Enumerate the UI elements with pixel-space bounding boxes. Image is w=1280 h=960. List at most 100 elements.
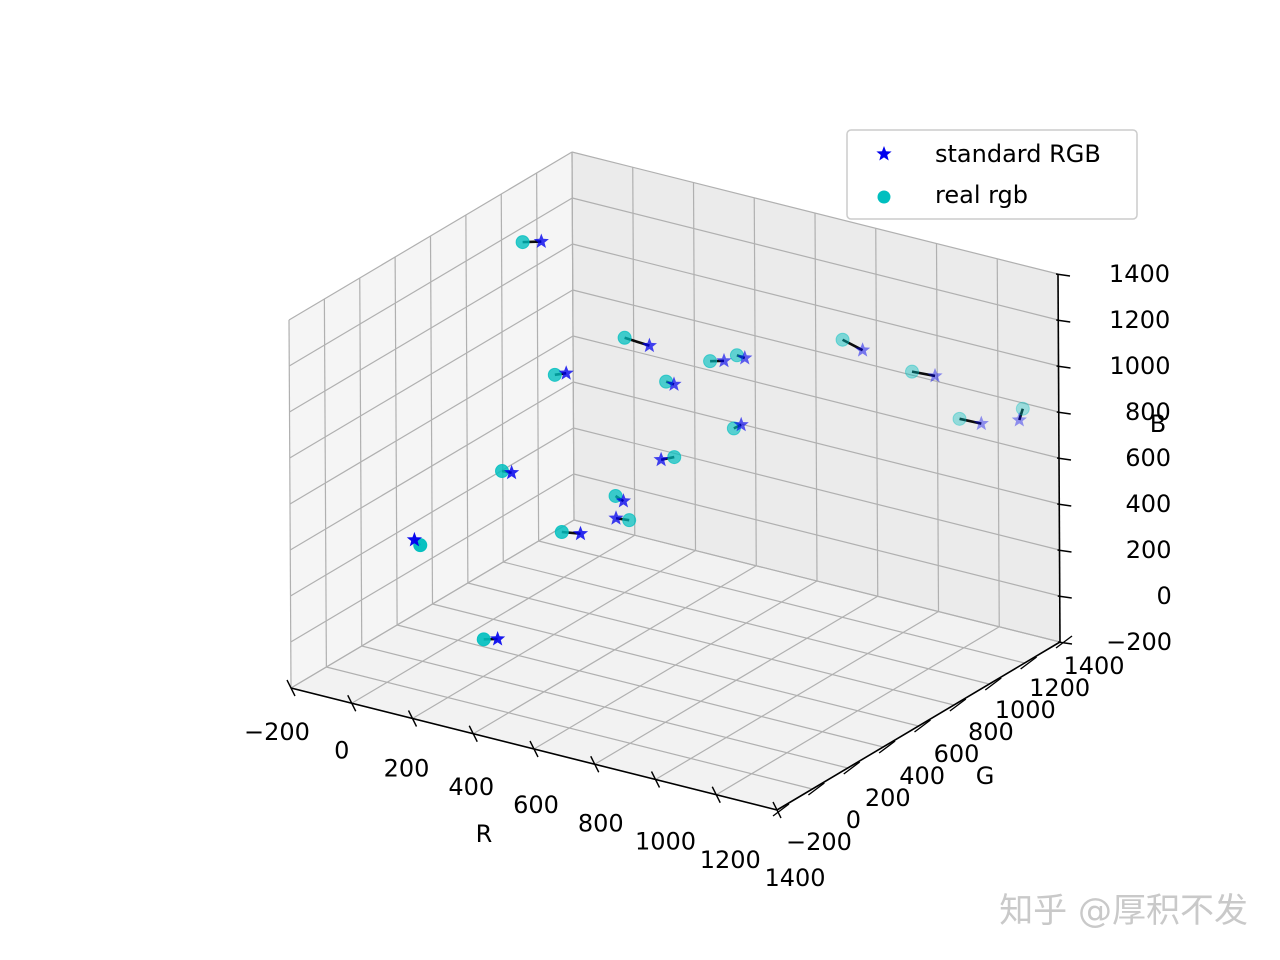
standard-rgb-point xyxy=(533,233,549,248)
standard-rgb-point xyxy=(490,631,506,646)
standard-rgb-point xyxy=(572,525,589,541)
standard-rgb-point xyxy=(406,531,422,547)
legend-circle-marker xyxy=(877,190,891,204)
watermark: 知乎 @厚积不发 xyxy=(999,891,1248,931)
grid-line xyxy=(432,603,919,727)
standard-rgb-point xyxy=(973,415,989,431)
grid-line xyxy=(288,151,573,321)
grid-line xyxy=(361,645,848,769)
legend-star-marker xyxy=(876,146,892,161)
tick-mark xyxy=(843,761,861,775)
grid-line xyxy=(573,427,1060,551)
tick-mark xyxy=(1055,635,1073,649)
standard-rgb-point xyxy=(666,376,682,391)
real-rgb-point xyxy=(617,330,632,345)
grid-line xyxy=(571,151,1059,275)
tick-mark xyxy=(711,786,721,804)
y-tick-label: 200 xyxy=(865,784,911,812)
x-tick-label: 1200 xyxy=(700,846,761,874)
connector-line xyxy=(841,338,864,352)
grid-line xyxy=(572,335,1060,459)
tick-mark xyxy=(984,677,1002,691)
x-tick-label: 200 xyxy=(384,755,430,783)
tick-mark xyxy=(949,698,967,712)
real-rgb-point xyxy=(1015,401,1030,416)
grid-line xyxy=(538,540,1025,664)
z-tick-label: −200 xyxy=(1106,628,1172,656)
grid-line xyxy=(467,582,955,706)
legend-label: standard RGB xyxy=(935,140,1101,168)
grid-line xyxy=(289,335,574,505)
standard-rgb-point xyxy=(504,464,520,480)
tick-mark xyxy=(772,803,790,817)
grid-line xyxy=(573,519,1061,643)
real-rgb-point xyxy=(547,367,562,382)
grid-line xyxy=(289,289,574,459)
data-markers xyxy=(406,233,1030,647)
grid-line xyxy=(572,289,1059,413)
tick-mark xyxy=(1056,457,1072,461)
grid-line xyxy=(290,427,574,597)
grid-line xyxy=(572,243,1059,367)
tick-mark xyxy=(1056,365,1071,369)
y-axis-label: G xyxy=(976,762,995,790)
tick-mark xyxy=(468,725,478,743)
tick-mark xyxy=(1020,656,1038,670)
z-tick-label: 1200 xyxy=(1109,306,1170,334)
tick-labels: −2000200400600800100012001400−2000200400… xyxy=(244,260,1172,892)
y-tick-label: 0 xyxy=(846,806,861,834)
standard-rgb-point xyxy=(737,350,753,365)
x-tick-label: 1400 xyxy=(764,864,825,892)
grid-line xyxy=(290,519,575,689)
x-tick-label: 400 xyxy=(448,773,494,801)
x-tick-label: 0 xyxy=(334,736,349,764)
tick-mark xyxy=(590,755,600,773)
z-tick-label: 200 xyxy=(1126,536,1172,564)
real-rgb-point xyxy=(905,364,920,379)
y-tick-label: 800 xyxy=(968,718,1014,746)
y-tick-label: 600 xyxy=(934,740,980,768)
standard-rgb-point xyxy=(733,416,749,432)
grid-line xyxy=(572,197,1059,321)
real-rgb-point xyxy=(835,332,850,347)
standard-rgb-point xyxy=(641,337,657,353)
grid-line xyxy=(289,243,573,413)
standard-rgb-point xyxy=(855,342,871,357)
y-tick-label: −200 xyxy=(786,828,852,856)
standard-rgb-point xyxy=(653,451,669,467)
real-rgb-point xyxy=(515,235,530,250)
legend-frame xyxy=(846,129,1138,220)
z-tick-label: 1400 xyxy=(1109,260,1170,288)
grid-line xyxy=(289,381,574,551)
grid-line xyxy=(503,561,990,685)
tick-mark xyxy=(1055,273,1071,277)
tick-mark xyxy=(347,694,357,712)
x-tick-label: 800 xyxy=(578,809,624,837)
x-tick-label: 1000 xyxy=(635,828,696,856)
standard-rgb-point xyxy=(615,493,631,508)
y-tick-label: 1400 xyxy=(1063,652,1124,680)
y-tick-label: 400 xyxy=(899,762,945,790)
standard-rgb-point xyxy=(716,352,732,368)
tick-mark xyxy=(286,679,296,697)
y-axis-line xyxy=(776,641,1061,811)
real-rgb-point xyxy=(703,354,718,369)
connector-line xyxy=(1018,408,1025,421)
x-tick-label: −200 xyxy=(244,718,310,746)
tick-mark xyxy=(1057,549,1072,553)
tick-mark xyxy=(772,801,782,819)
grid-line xyxy=(396,624,884,748)
tick-mark xyxy=(1057,503,1072,507)
z-tick-label: 800 xyxy=(1125,398,1171,426)
connector-line xyxy=(959,417,982,425)
grid-line xyxy=(290,473,575,643)
x-axis-label: R xyxy=(476,820,493,848)
real-rgb-point xyxy=(476,632,491,647)
y-tick-label: 1000 xyxy=(995,696,1056,724)
z-tick-label: 400 xyxy=(1125,490,1171,518)
legend: standard RGB real rgb xyxy=(846,129,1138,220)
z-tick-label: 0 xyxy=(1156,582,1171,610)
legend-label: real rgb xyxy=(935,181,1028,209)
y-tick-label: 1200 xyxy=(1029,674,1090,702)
real-rgb-point xyxy=(622,513,637,528)
